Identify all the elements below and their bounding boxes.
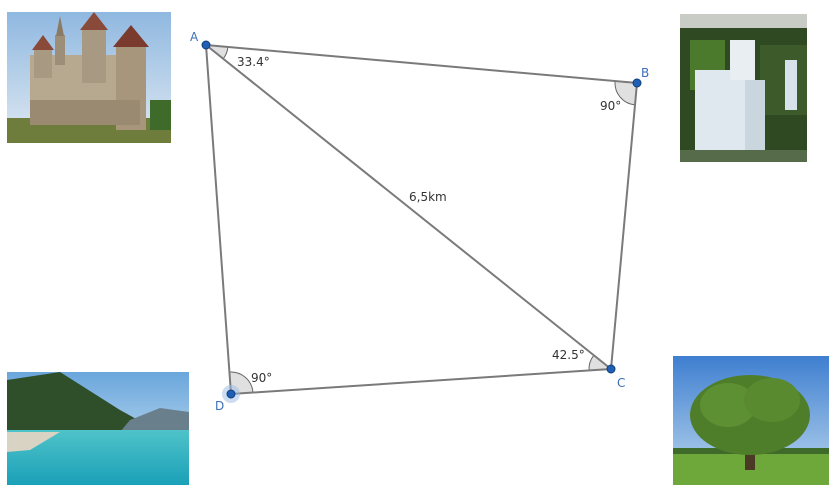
- castle-photo: [7, 12, 171, 143]
- page: A B C D 33.4° 90° 42.5° 90° 6,5km (() =>…: [0, 0, 829, 485]
- angle-label: 33.4°: [237, 55, 270, 69]
- tree-photo: [673, 356, 829, 485]
- angle-label: 42.5°: [552, 348, 585, 362]
- angle-label: 90°: [251, 371, 272, 385]
- point[interactable]: [633, 79, 641, 87]
- point-label: D: [215, 399, 224, 413]
- segment-label: 6,5km: [409, 190, 447, 204]
- segment-cd: [231, 369, 611, 394]
- point[interactable]: [202, 41, 210, 49]
- point-label: B: [641, 66, 649, 80]
- lake-photo: [7, 372, 189, 485]
- angle-label: 90°: [600, 99, 621, 113]
- point[interactable]: [227, 390, 235, 398]
- waterfall-photo: [680, 14, 807, 162]
- point-label: A: [190, 30, 199, 44]
- point[interactable]: [607, 365, 615, 373]
- segment-ab: [206, 45, 637, 83]
- segment-bc: [611, 83, 637, 369]
- segment-ac: [206, 45, 611, 369]
- geometry-view: A B C D 33.4° 90° 42.5° 90° 6,5km: [0, 0, 829, 485]
- point-label: C: [617, 376, 625, 390]
- segment-da: [206, 45, 231, 394]
